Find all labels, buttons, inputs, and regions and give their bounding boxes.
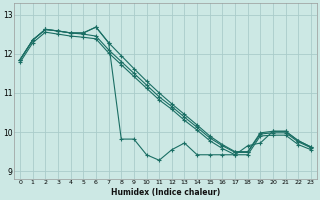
X-axis label: Humidex (Indice chaleur): Humidex (Indice chaleur) [111,188,220,197]
